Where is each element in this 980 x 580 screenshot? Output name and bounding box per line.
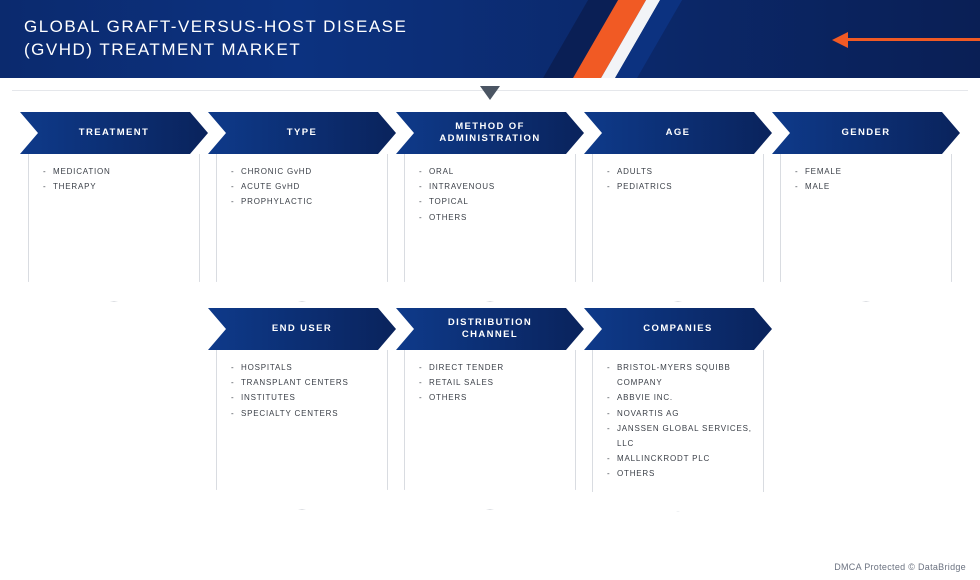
segment: METHOD OF ADMINISTRATION ORALINTRAVENOUST… <box>396 112 584 282</box>
segment: AGE ADULTSPEDIATRICS <box>584 112 772 282</box>
segment-item: ACUTE GvHD <box>231 179 381 194</box>
segment-item-list: DIRECT TENDERRETAIL SALESOTHERS <box>419 360 569 406</box>
segment-item-list: MEDICATIONTHERAPY <box>43 164 193 194</box>
segment: END USER HOSPITALSTRANSPLANT CENTERSINSTI… <box>208 308 396 492</box>
segment-item: PROPHYLACTIC <box>231 194 381 209</box>
segment-row: END USER HOSPITALSTRANSPLANT CENTERSINSTI… <box>0 308 980 492</box>
segment-label: GENDER <box>819 127 912 139</box>
segment-header: COMPANIES <box>584 308 772 350</box>
segment-header: AGE <box>584 112 772 154</box>
segment-label: AGE <box>644 127 713 139</box>
segment: DISTRIBUTION CHANNEL DIRECT TENDERRETAIL … <box>396 308 584 492</box>
segment: GENDER FEMALEMALE <box>772 112 960 282</box>
segment-body: HOSPITALSTRANSPLANT CENTERSINSTITUTESSPE… <box>216 350 388 490</box>
segment-item: OTHERS <box>419 210 569 225</box>
segment-item: THERAPY <box>43 179 193 194</box>
segment-item: CHRONIC GvHD <box>231 164 381 179</box>
segment-label: TYPE <box>265 127 339 139</box>
segment-item: MALLINCKRODT PLC <box>607 451 757 466</box>
segment-header: GENDER <box>772 112 960 154</box>
header-ornament <box>565 0 765 78</box>
segment-item: TOPICAL <box>419 194 569 209</box>
arrow-left-icon <box>832 32 848 48</box>
segment-item: INSTITUTES <box>231 390 381 405</box>
segment-body: BRISTOL-MYERS SQUIBB COMPANYABBVIE INC.N… <box>592 350 764 492</box>
segment-body: ORALINTRAVENOUSTOPICALOTHERS <box>404 154 576 282</box>
segment: TYPE CHRONIC GvHDACUTE GvHDPROPHYLACTIC <box>208 112 396 282</box>
segment-item-list: BRISTOL-MYERS SQUIBB COMPANYABBVIE INC.N… <box>607 360 757 482</box>
segment-body: FEMALEMALE <box>780 154 952 282</box>
segment-item: FEMALE <box>795 164 945 179</box>
page-header: GLOBAL GRAFT-VERSUS-HOST DISEASE (GVHD) … <box>0 0 980 78</box>
segment-item-list: HOSPITALSTRANSPLANT CENTERSINSTITUTESSPE… <box>231 360 381 421</box>
segment-header: METHOD OF ADMINISTRATION <box>396 112 584 154</box>
segment-item: RETAIL SALES <box>419 375 569 390</box>
segment-item-list: FEMALEMALE <box>795 164 945 194</box>
segment: COMPANIES BRISTOL-MYERS SQUIBB COMPANYABB… <box>584 308 772 492</box>
segment-item: OTHERS <box>607 466 757 481</box>
segment-item: INTRAVENOUS <box>419 179 569 194</box>
segment-item: HOSPITALS <box>231 360 381 375</box>
segment-item: MEDICATION <box>43 164 193 179</box>
segment-item: PEDIATRICS <box>607 179 757 194</box>
page-title: GLOBAL GRAFT-VERSUS-HOST DISEASE (GVHD) … <box>24 16 407 62</box>
segment-header: END USER <box>208 308 396 350</box>
segment-header: DISTRIBUTION CHANNEL <box>396 308 584 350</box>
segments-container: TREATMENT MEDICATIONTHERAPY TYPE CHRONIC Gv… <box>0 112 980 518</box>
segment-item-list: CHRONIC GvHDACUTE GvHDPROPHYLACTIC <box>231 164 381 210</box>
segment-item: ADULTS <box>607 164 757 179</box>
segment-item: ORAL <box>419 164 569 179</box>
segment: TREATMENT MEDICATIONTHERAPY <box>20 112 208 282</box>
segment-body: CHRONIC GvHDACUTE GvHDPROPHYLACTIC <box>216 154 388 282</box>
segment-item-list: ORALINTRAVENOUSTOPICALOTHERS <box>419 164 569 225</box>
segment-body: MEDICATIONTHERAPY <box>28 154 200 282</box>
segment-item: DIRECT TENDER <box>419 360 569 375</box>
footer-copyright: DMCA Protected © DataBridge <box>834 562 966 572</box>
segment-item: TRANSPLANT CENTERS <box>231 375 381 390</box>
segment-label: DISTRIBUTION CHANNEL <box>396 317 584 341</box>
segment-label: METHOD OF ADMINISTRATION <box>417 121 562 145</box>
segment-header: TYPE <box>208 112 396 154</box>
segment-label: TREATMENT <box>57 127 171 139</box>
segment-header: TREATMENT <box>20 112 208 154</box>
segment-body: ADULTSPEDIATRICS <box>592 154 764 282</box>
chevron-down-icon <box>480 86 500 100</box>
segment-item: SPECIALTY CENTERS <box>231 406 381 421</box>
arrow-line <box>846 38 980 41</box>
segment-item-list: ADULTSPEDIATRICS <box>607 164 757 194</box>
segment-item: OTHERS <box>419 390 569 405</box>
segment-label: COMPANIES <box>621 323 734 335</box>
segment-item: MALE <box>795 179 945 194</box>
segment-item: NOVARTIS AG <box>607 406 757 421</box>
segment-body: DIRECT TENDERRETAIL SALESOTHERS <box>404 350 576 490</box>
segment-item: BRISTOL-MYERS SQUIBB COMPANY <box>607 360 757 390</box>
segment-label: END USER <box>250 323 354 335</box>
segment-item: ABBVIE INC. <box>607 390 757 405</box>
segment-row: TREATMENT MEDICATIONTHERAPY TYPE CHRONIC Gv… <box>0 112 980 282</box>
segment-item: JANSSEN GLOBAL SERVICES, LLC <box>607 421 757 451</box>
